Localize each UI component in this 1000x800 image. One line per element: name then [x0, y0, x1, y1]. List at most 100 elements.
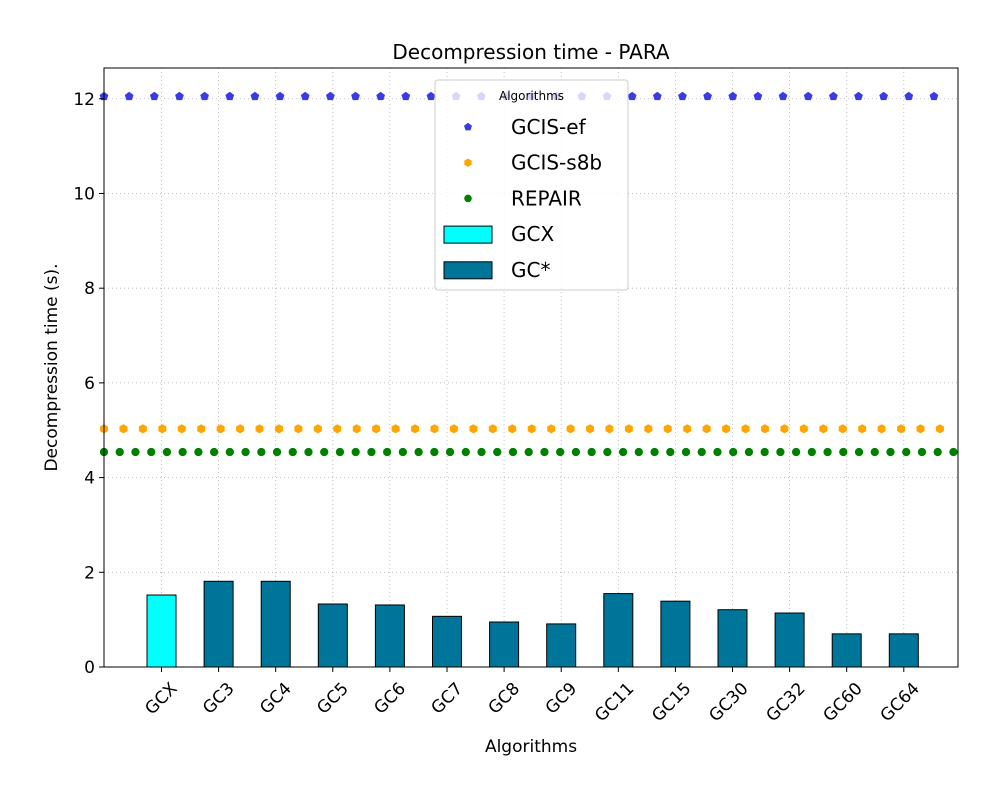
legend-label: GC* [511, 258, 550, 282]
gcis-ef-marker [652, 91, 662, 101]
x-tick-label: GC30 [705, 679, 752, 726]
legend-label: REPAIR [511, 186, 582, 210]
y-tick-label: 12 [73, 90, 95, 110]
repair-marker [524, 447, 533, 457]
repair-marker [634, 447, 643, 457]
gcis-s8b-marker [741, 424, 750, 434]
gcis-ef-marker [929, 91, 939, 101]
legend: Algorithms GCIS-ef GCIS-s8b REPAIR GCX GC* [434, 79, 629, 291]
gcis-s8b-marker [760, 424, 769, 434]
gcis-s8b-marker [391, 424, 400, 434]
repair-marker [383, 447, 392, 457]
bars [146, 580, 919, 668]
x-tick-label: GC6 [370, 679, 409, 718]
y-axis-label: Decompression time (s). [42, 263, 62, 471]
gcis-s8b-marker [177, 424, 186, 434]
y-tick-label: 6 [84, 374, 95, 394]
legend-label: GCIS-ef [511, 115, 587, 139]
repair-marker [791, 447, 801, 457]
gcis-s8b-marker [236, 424, 245, 434]
gcis-ef-marker [225, 91, 235, 101]
legend-marker-repair [464, 194, 472, 203]
repair-marker [902, 447, 911, 457]
repair-marker [760, 447, 769, 457]
bar-gc5 [317, 603, 348, 668]
legend-label: GCIS-s8b [511, 151, 602, 175]
gcis-ef-marker [879, 91, 889, 101]
gcis-s8b-marker [372, 424, 381, 434]
repair-marker [681, 447, 691, 457]
legend-marker-gcis-ef [464, 122, 472, 131]
x-tick-label: GC15 [648, 679, 695, 726]
gcis-s8b-marker [877, 424, 886, 434]
legend-item-gc: GC* [443, 258, 550, 282]
legend-item-gcis-s8b: GCIS-s8b [464, 151, 602, 175]
gcis-s8b-marker [722, 424, 731, 434]
x-tick-label: GC64 [877, 679, 924, 726]
x-tick-label: GC32 [762, 679, 809, 726]
gcis-ef-marker [250, 91, 260, 101]
gcis-s8b-marker [935, 424, 944, 434]
gcis-s8b-marker [352, 424, 361, 434]
repair-marker [886, 447, 895, 457]
gcis-ef-marker [275, 91, 285, 101]
gcis-ef-marker [728, 91, 738, 101]
gcis-ef-marker [426, 91, 436, 101]
repair-marker [807, 447, 816, 457]
legend-label: GCX [511, 222, 554, 246]
bar-gc3 [203, 580, 234, 668]
gcis-ef-marker [803, 91, 813, 101]
repair-marker [933, 447, 942, 457]
x-axis-ticks: GCX GC3 GC4 GC5 GC6 GC7 GC8 GC9 GC11 GC15 GC30 GC32… [141, 667, 924, 726]
repair-marker [603, 447, 612, 457]
repair-marker [587, 447, 596, 457]
y-tick-label: 0 [84, 658, 95, 678]
gcis-ef-marker [300, 91, 310, 101]
x-tick-label: GC3 [199, 679, 238, 718]
repair-marker [241, 447, 250, 457]
legend-patch-gcx [443, 225, 493, 244]
gcis-ef-marker [351, 91, 360, 101]
repair-marker [776, 447, 785, 457]
gcis-s8b-marker [255, 424, 264, 434]
legend-patch-gc [443, 261, 493, 280]
gcis-s8b-marker [799, 424, 808, 434]
gcis-s8b-marker [216, 424, 225, 434]
gcis-s8b-marker [838, 424, 847, 434]
bar-gc6 [374, 604, 405, 668]
reference-line-gcis-s8b [100, 424, 944, 434]
gcis-s8b-marker [158, 424, 167, 434]
gcis-s8b-marker [430, 424, 439, 434]
bar-gc11 [603, 593, 634, 668]
gcis-s8b-marker [333, 424, 342, 434]
repair-marker [461, 447, 470, 457]
gcis-s8b-marker [138, 424, 147, 434]
y-axis-ticks: 0 2 4 6 8 10 12 [73, 90, 104, 678]
gcis-s8b-marker [780, 424, 789, 434]
legend-item-repair: REPAIR [464, 186, 582, 210]
repair-marker [477, 447, 486, 457]
gcis-ef-marker [175, 91, 184, 101]
gcis-ef-marker [753, 91, 763, 101]
bar-gc64 [888, 633, 919, 668]
repair-marker [257, 447, 266, 457]
repair-marker [870, 447, 879, 457]
x-axis-label: Algorithms [485, 737, 577, 757]
y-tick-label: 4 [84, 469, 95, 489]
repair-marker [162, 447, 172, 457]
bar-gc15 [660, 600, 691, 668]
gcis-s8b-marker [449, 424, 458, 434]
repair-marker [666, 447, 675, 457]
chart-title: Decompression time - PARA [392, 40, 670, 64]
gcis-s8b-marker [274, 424, 283, 434]
gcis-s8b-marker [294, 424, 303, 434]
repair-marker [335, 447, 345, 457]
gcis-s8b-marker [702, 424, 711, 434]
repair-marker [288, 447, 297, 457]
repair-marker [571, 447, 581, 457]
repair-marker [147, 447, 156, 457]
gcis-ef-marker [200, 91, 209, 101]
gcis-ef-marker [149, 91, 159, 101]
x-tick-label: GC5 [313, 679, 352, 718]
bar-gc4 [260, 580, 291, 668]
